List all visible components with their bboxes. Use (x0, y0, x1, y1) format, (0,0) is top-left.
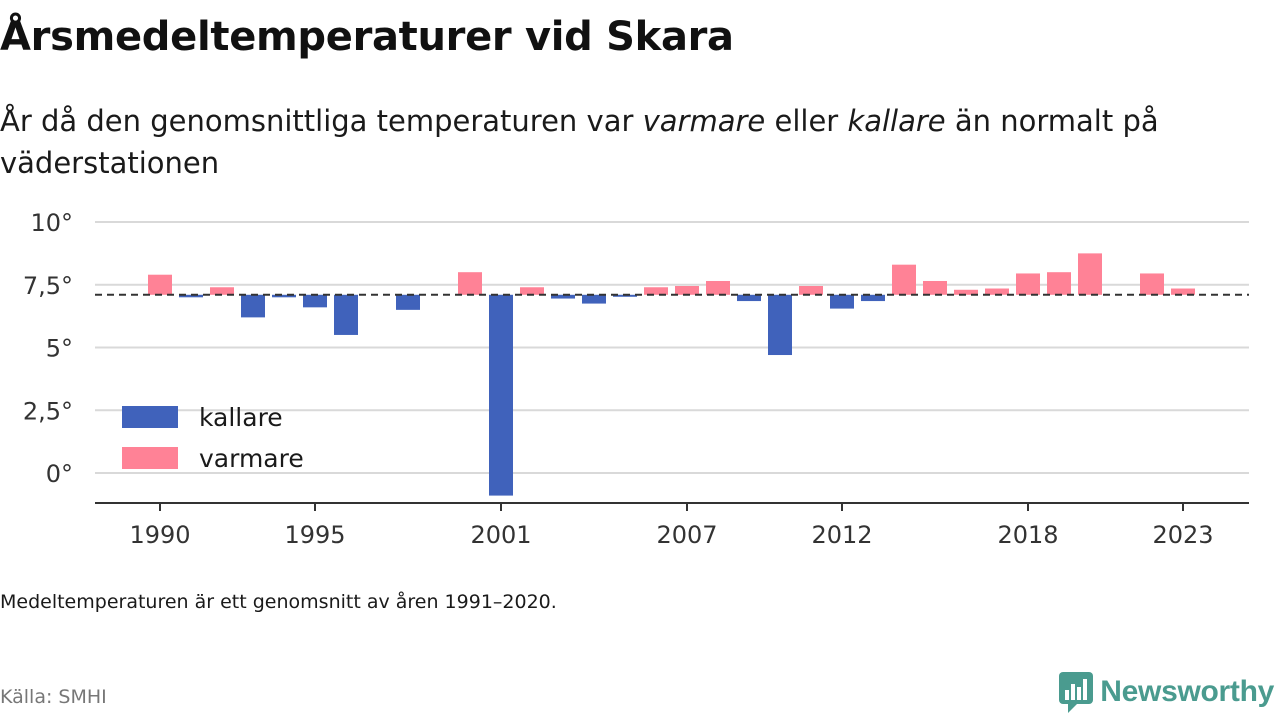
x-tick-label: 1990 (129, 521, 190, 549)
bar-1998 (396, 294, 420, 310)
methodology-note: Medeltemperaturen är ett genomsnitt av å… (0, 591, 557, 613)
bar-1992 (210, 287, 234, 295)
bar-1995 (303, 294, 327, 308)
y-tick-label: 2,5° (23, 397, 73, 425)
subtitle-emphasis-varmare: varmare (642, 104, 766, 138)
bar-2023 (1171, 288, 1195, 295)
bar-1993 (241, 294, 265, 318)
bar-2002 (520, 287, 544, 295)
bar-1991 (179, 294, 203, 298)
x-tick-label: 2012 (811, 521, 872, 549)
bar-2015 (923, 280, 947, 295)
bar-2000 (458, 272, 482, 295)
x-tick-label: 2007 (656, 521, 717, 549)
bar-1994 (272, 294, 296, 298)
bar-2012 (830, 294, 854, 309)
chart-title: Årsmedeltemperaturer vid Skara (0, 14, 734, 60)
bar-2001 (489, 294, 513, 496)
y-tick-label: 7,5° (23, 272, 73, 300)
bar-2022 (1140, 273, 1164, 295)
brand-logo[interactable]: Newsworthy (1058, 670, 1274, 714)
x-tick-label: 2001 (470, 521, 531, 549)
subtitle-text-3: än normalt på väderstationen (0, 104, 1159, 180)
bar-2017 (985, 288, 1009, 295)
legend-label-varmare: varmare (199, 444, 304, 473)
bar-2003 (551, 294, 575, 299)
brand-name: Newsworthy (1100, 675, 1274, 708)
bar-2010 (768, 294, 792, 356)
x-tick-label: 2023 (1152, 521, 1213, 549)
x-tick-label: 1995 (284, 521, 345, 549)
x-tick-label: 2018 (997, 521, 1058, 549)
y-tick-label: 10° (30, 209, 73, 237)
bar-2014 (892, 264, 916, 295)
bar-2020 (1078, 253, 1102, 295)
bar-1990 (148, 274, 172, 295)
subtitle-emphasis-kallare: kallare (847, 104, 946, 138)
source-credit: Källa: SMHI (0, 686, 107, 708)
bar-2006 (644, 287, 668, 295)
bar-2008 (706, 280, 730, 295)
bar-2018 (1016, 273, 1040, 295)
legend-label-kallare: kallare (199, 403, 283, 432)
subtitle-text-2: eller (765, 104, 848, 138)
legend-swatch-kallare (122, 406, 178, 428)
subtitle-text-1: År då den genomsnittliga temperaturen va… (0, 104, 643, 138)
bar-2019 (1047, 272, 1071, 295)
y-tick-label: 5° (46, 335, 73, 363)
newsworthy-logo-icon (1059, 672, 1094, 713)
legend-swatch-varmare (122, 447, 178, 469)
bar-2016 (954, 289, 978, 295)
bar-2009 (737, 294, 761, 302)
bar-1996 (334, 294, 358, 335)
y-tick-label: 0° (46, 460, 73, 488)
bar-2004 (582, 294, 606, 304)
bar-2013 (861, 294, 885, 302)
chart-subtitle: År då den genomsnittliga temperaturen va… (0, 100, 1270, 184)
bar-2007 (675, 286, 699, 295)
bar-2011 (799, 286, 823, 295)
bar-chart: 0° 2,5° 5° 7,5° 10° 1990 1995 2001 2007 2012 2018 2… (23, 209, 1249, 549)
